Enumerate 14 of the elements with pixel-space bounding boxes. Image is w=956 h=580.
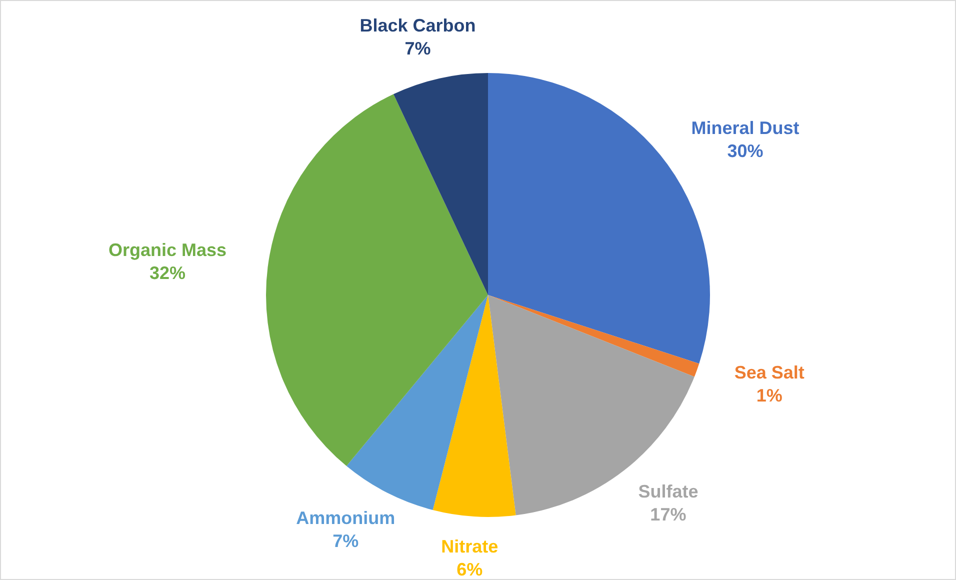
data-label: 32% [150, 262, 186, 283]
slice-label: Sea Salt [734, 362, 804, 382]
data-label: 7% [404, 38, 431, 58]
slice-label: Sulfate [638, 482, 698, 502]
slice-label: Mineral Dust [691, 118, 800, 138]
data-label: 6% [456, 559, 483, 580]
data-label: 7% [332, 531, 359, 552]
data-label: 17% [650, 504, 686, 525]
slice-label: Nitrate [441, 536, 498, 556]
slice-label: Ammonium [296, 508, 396, 528]
data-label: 1% [756, 385, 782, 406]
slice-label: Black Carbon [360, 15, 476, 36]
slice-label: Organic Mass [108, 240, 227, 260]
data-label: 30% [727, 140, 764, 161]
